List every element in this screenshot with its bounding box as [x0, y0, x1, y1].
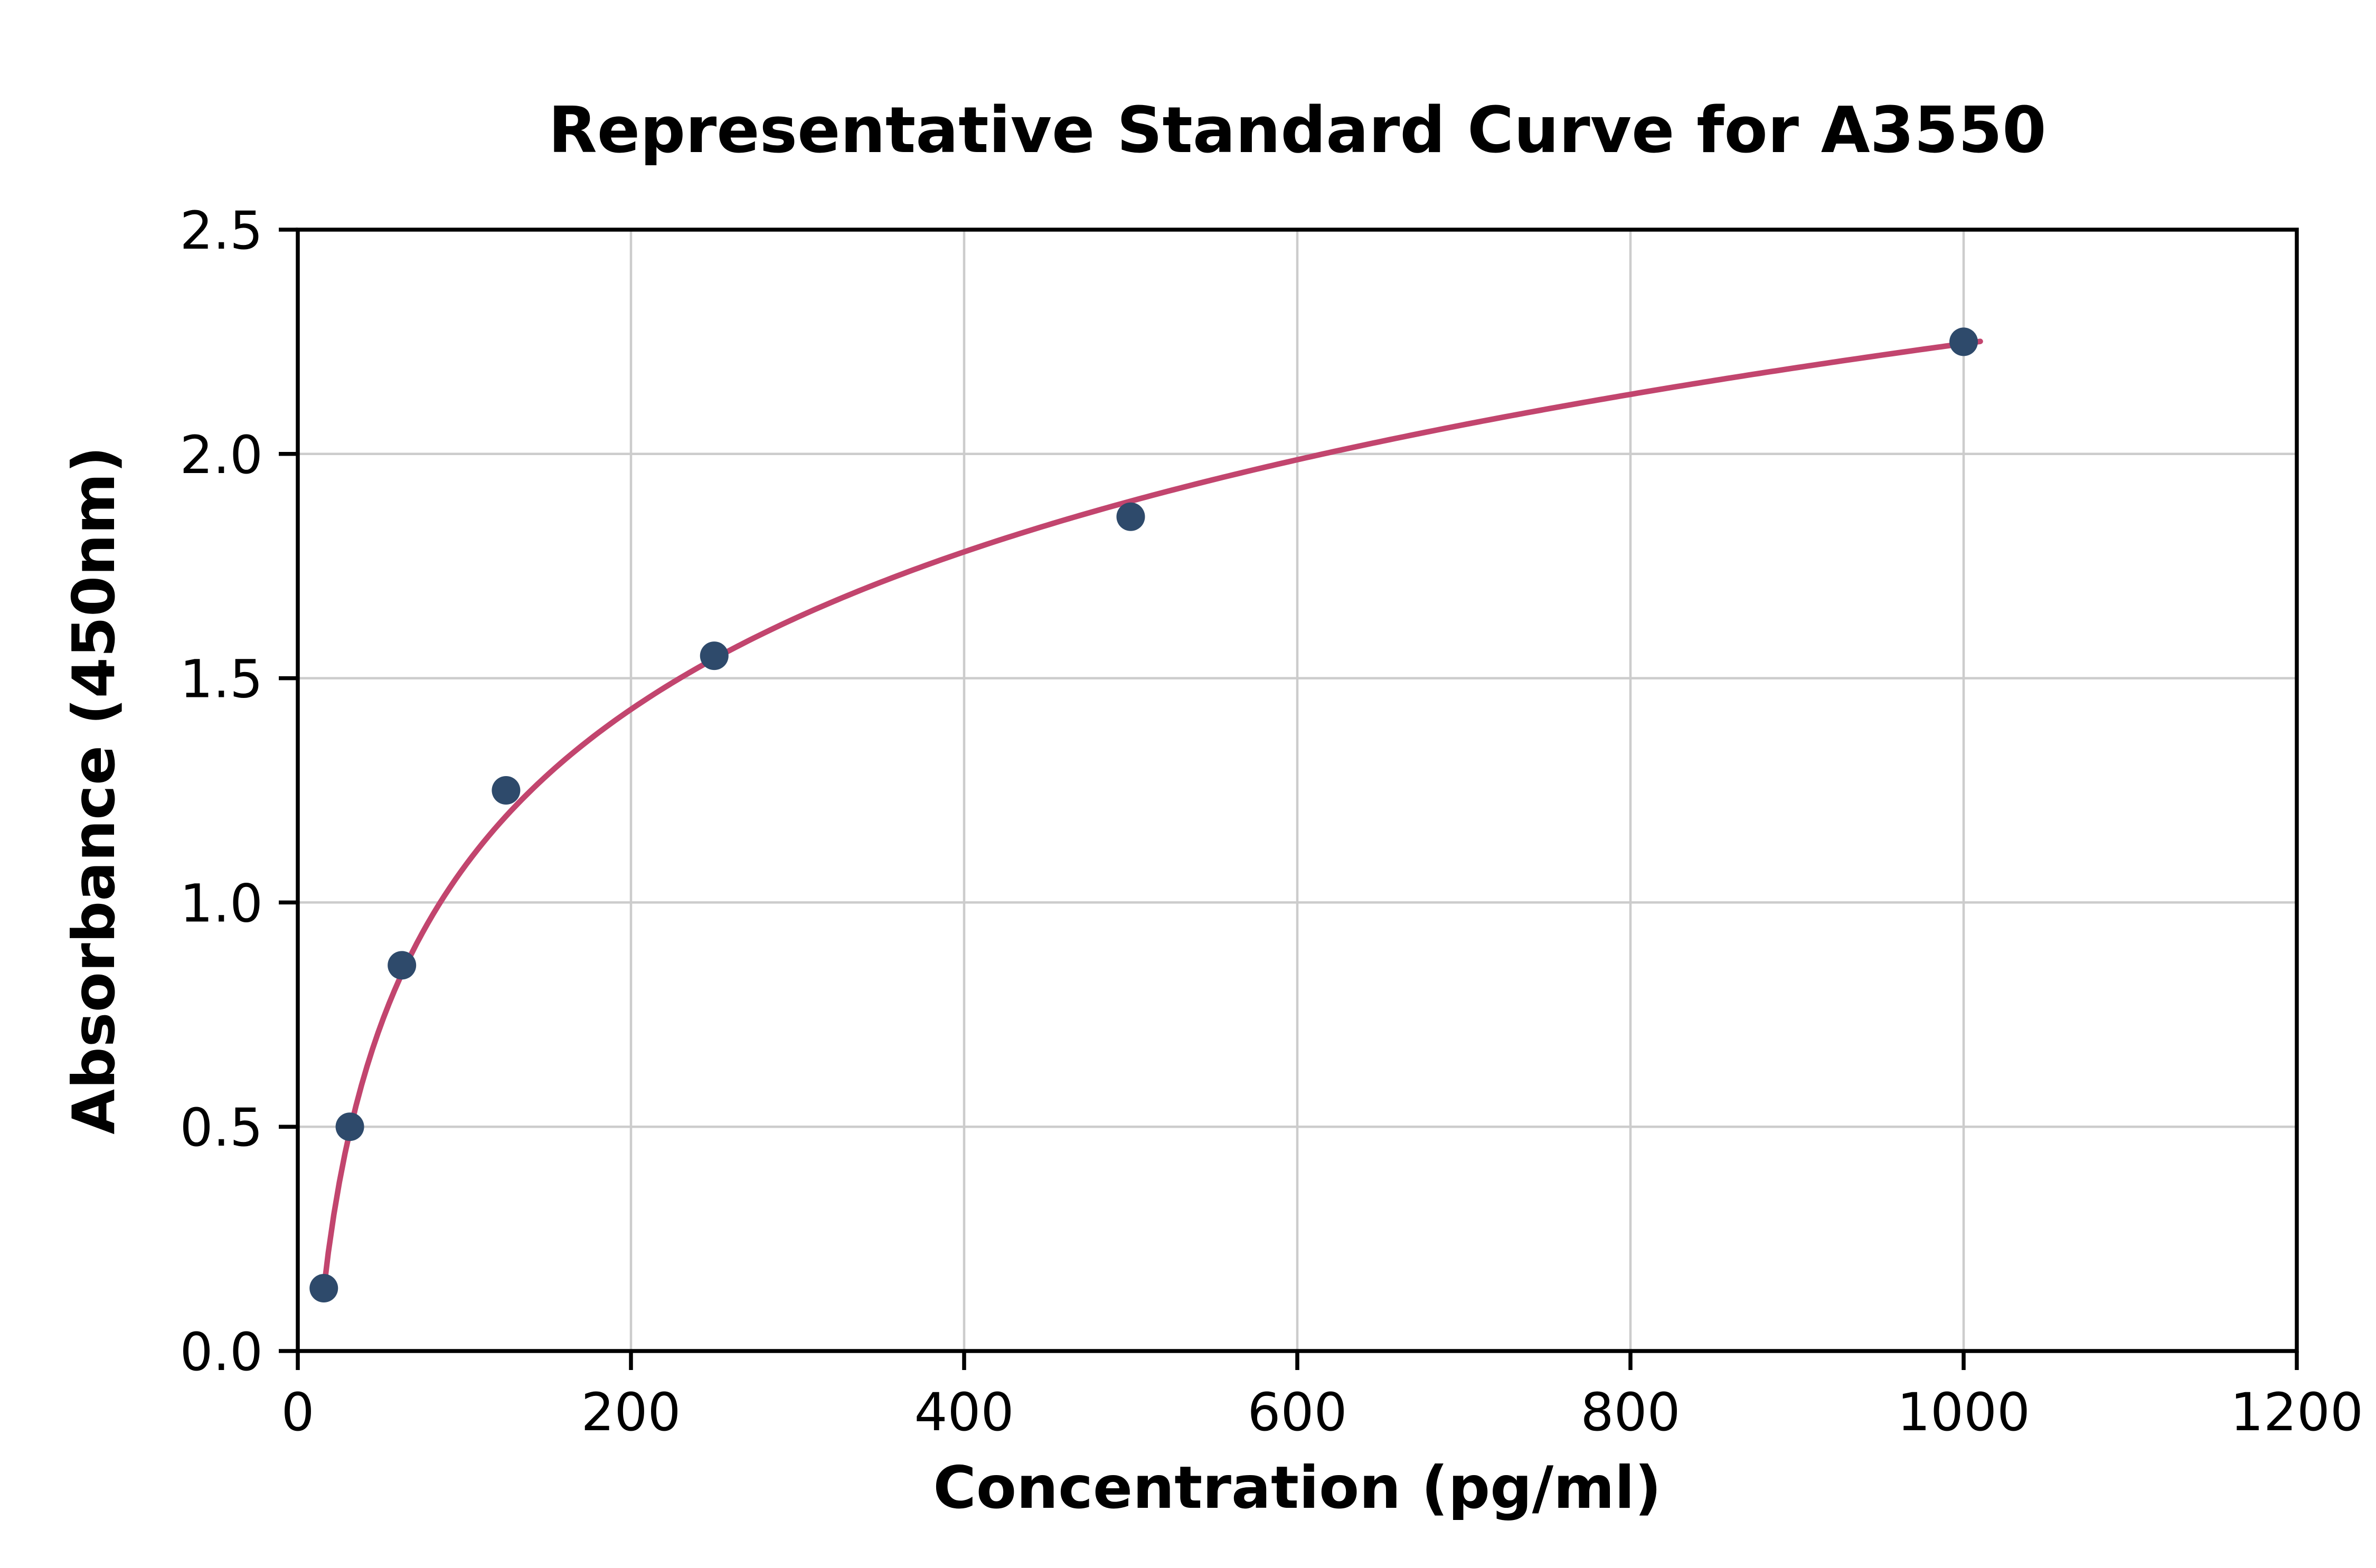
x-tick-label: 400 [914, 1382, 1014, 1443]
data-point [1949, 327, 1978, 356]
y-tick-label: 2.5 [180, 201, 263, 261]
data-point [388, 951, 417, 980]
x-tick-label: 0 [281, 1382, 315, 1443]
series-layer [309, 327, 1983, 1303]
fit-curve [320, 338, 1983, 1301]
y-tick-label: 1.5 [180, 649, 263, 710]
x-tick-label: 1000 [1897, 1382, 2030, 1443]
data-point [700, 641, 729, 670]
y-tick-label: 0.5 [180, 1098, 263, 1158]
x-tick-label: 600 [1248, 1382, 1347, 1443]
x-axis-label: Concentration (pg/ml) [933, 1454, 1661, 1522]
tick-layer: 0 200 400 600 800 1000 1200 0.0 0.5 1.0 1.5 2.0 2.5 [180, 201, 2363, 1443]
grid-layer [296, 228, 2298, 1353]
chart-title: Representative Standard Curve for A3550 [548, 94, 2046, 167]
data-point [1116, 502, 1145, 531]
y-tick-label: 0.0 [180, 1322, 263, 1383]
x-tick-label: 800 [1581, 1382, 1681, 1443]
y-tick-label: 2.0 [180, 425, 263, 486]
x-tick-label: 1200 [2230, 1382, 2363, 1443]
data-point [309, 1274, 338, 1303]
data-point [492, 776, 521, 805]
data-point [335, 1112, 364, 1141]
y-axis-label: Absorbance (450nm) [60, 446, 128, 1134]
x-tick-label: 200 [581, 1382, 681, 1443]
y-tick-label: 1.0 [180, 873, 263, 934]
